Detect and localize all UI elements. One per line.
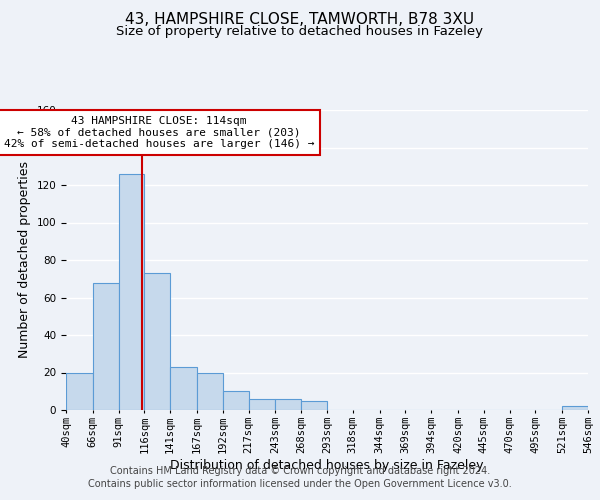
Bar (93, 282, 119, 410)
Bar (275, 399, 301, 410)
Y-axis label: Number of detached properties: Number of detached properties (18, 162, 31, 358)
Text: Size of property relative to detached houses in Fazeley: Size of property relative to detached ho… (116, 25, 484, 38)
Bar (145, 273, 170, 410)
Bar (66, 372, 93, 410)
X-axis label: Distribution of detached houses by size in Fazeley: Distribution of detached houses by size … (170, 458, 484, 471)
Bar (223, 391, 248, 410)
Bar (248, 399, 275, 410)
Text: Contains HM Land Registry data © Crown copyright and database right 2024.: Contains HM Land Registry data © Crown c… (110, 466, 490, 476)
Bar (170, 367, 197, 410)
Bar (119, 174, 145, 410)
Text: 43 HAMPSHIRE CLOSE: 114sqm
← 58% of detached houses are smaller (203)
42% of sem: 43 HAMPSHIRE CLOSE: 114sqm ← 58% of deta… (4, 116, 314, 149)
Bar (197, 372, 223, 410)
Bar (562, 406, 588, 410)
Text: 43, HAMPSHIRE CLOSE, TAMWORTH, B78 3XU: 43, HAMPSHIRE CLOSE, TAMWORTH, B78 3XU (125, 12, 475, 28)
Text: Contains public sector information licensed under the Open Government Licence v3: Contains public sector information licen… (88, 479, 512, 489)
Bar (301, 400, 327, 410)
